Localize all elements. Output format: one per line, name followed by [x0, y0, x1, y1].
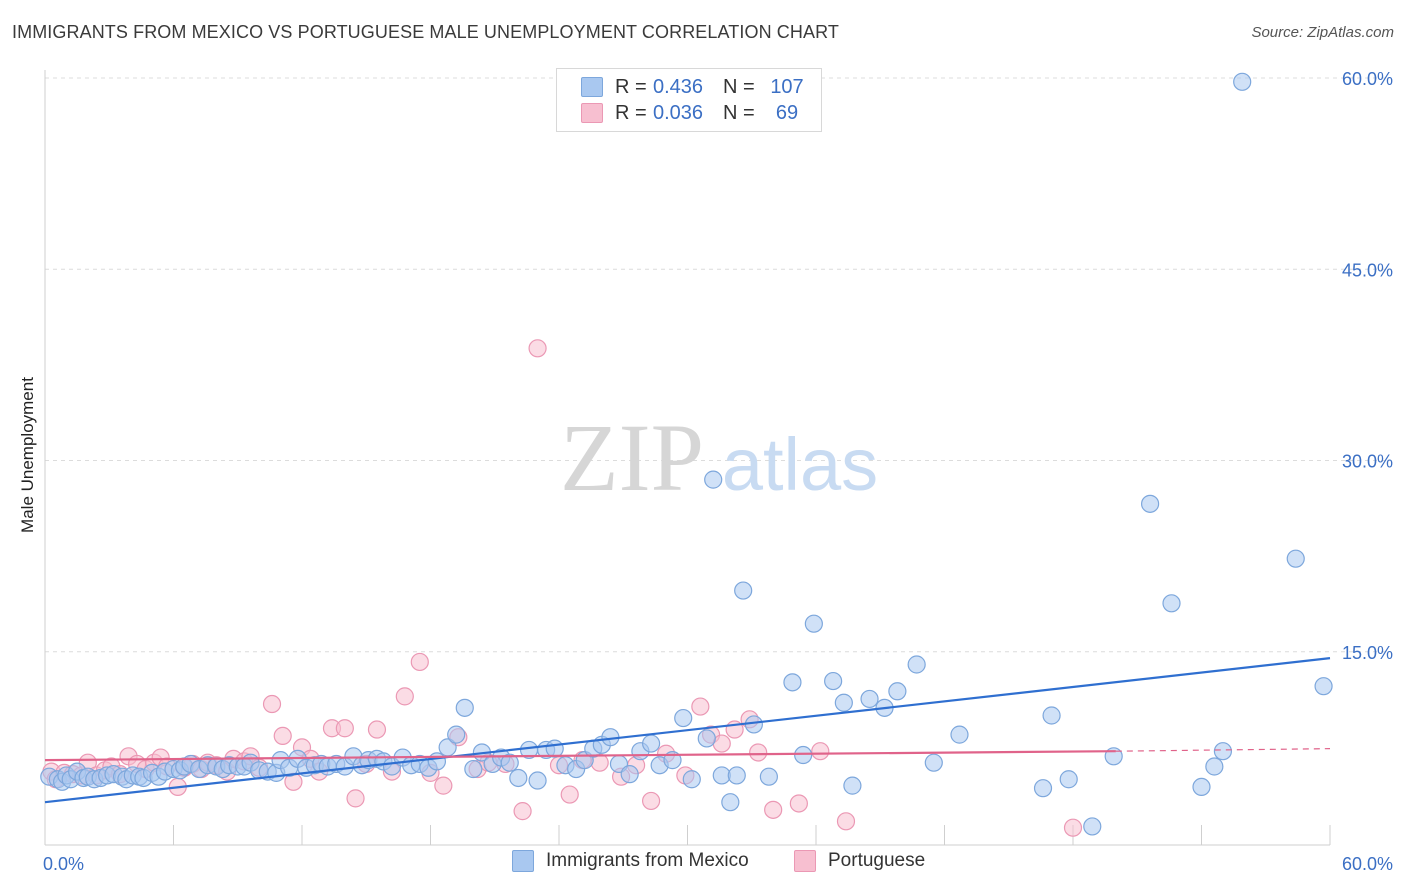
portuguese-point	[749, 743, 768, 762]
series-legend: Immigrants from Mexico Portuguese	[0, 850, 1406, 878]
mexico-point	[697, 729, 716, 748]
mexico-point	[1205, 757, 1224, 776]
mexico-point	[641, 734, 661, 753]
mexico-point	[843, 776, 862, 795]
legend-label: Portuguese	[828, 850, 926, 871]
portuguese-point	[367, 720, 387, 739]
mexico-point	[455, 698, 474, 717]
mexico-point	[924, 753, 943, 772]
chart-title: IMMIGRANTS FROM MEXICO VS PORTUGUESE MAL…	[12, 22, 839, 42]
mexico-point	[620, 765, 639, 784]
mexico-point	[834, 693, 853, 712]
legend-swatch-blue	[512, 850, 534, 872]
watermark-zip: ZIP	[560, 404, 704, 511]
tick-labels: 15.0% 30.0% 45.0% 60.0% 0.0% 60.0%	[43, 69, 1393, 874]
y-tick-label: 15.0%	[1342, 643, 1393, 663]
legend-swatch-blue	[581, 77, 603, 97]
portuguese-point	[789, 794, 808, 813]
mexico-points	[40, 72, 1333, 836]
portuguese-point	[560, 785, 579, 804]
n-value: 69	[775, 101, 799, 124]
mexico-point	[950, 725, 969, 744]
y-tick-label: 60.0%	[1342, 69, 1393, 89]
n-label: N =	[723, 101, 755, 124]
mexico-point	[1059, 770, 1078, 789]
portuguese-point	[273, 726, 292, 746]
mexico-point	[1033, 779, 1053, 798]
mexico-point	[1286, 549, 1305, 568]
portuguese-point	[262, 694, 282, 714]
legend-row-mexico: R = 0.436 N = 107	[581, 75, 807, 99]
portuguese-point	[346, 789, 365, 808]
portuguese-point	[764, 800, 783, 819]
portuguese-point	[641, 791, 661, 811]
mexico-point	[704, 470, 723, 489]
mexico-trend-line	[44, 657, 1331, 804]
mexico-point	[1042, 706, 1061, 725]
mexico-point	[888, 682, 907, 701]
legend-label: Immigrants from Mexico	[546, 850, 749, 871]
mexico-point	[1083, 817, 1102, 836]
grid	[45, 77, 1390, 653]
r-value: 0.036	[653, 101, 704, 124]
mexico-point	[860, 689, 879, 709]
mexico-point	[500, 753, 519, 772]
portuguese-point	[1063, 818, 1083, 837]
mexico-point	[794, 745, 813, 765]
x-tick-label: 60.0%	[1342, 854, 1393, 874]
watermark: ZIP atlas	[560, 404, 878, 511]
portuguese-point	[395, 687, 414, 706]
mexico-point	[804, 614, 823, 633]
portuguese-point	[691, 697, 710, 716]
mexico-point	[509, 768, 528, 788]
mexico-point	[1162, 594, 1181, 613]
correlation-legend: R = 0.436 N = 107 R = 0.036 N = 69	[556, 68, 822, 132]
n-label: N =	[723, 75, 755, 98]
y-tick-label: 30.0%	[1342, 452, 1393, 472]
mexico-point	[721, 793, 740, 812]
portuguese-trend-extension	[1115, 748, 1331, 752]
mexico-point	[545, 739, 564, 758]
mexico-point	[528, 771, 547, 790]
source-label: Source: ZipAtlas.com	[1251, 24, 1394, 41]
r-label: R =	[615, 101, 647, 124]
portuguese-point	[811, 742, 830, 761]
mexico-point	[447, 725, 466, 744]
mexico-point	[674, 708, 693, 728]
legend-item-mexico[interactable]: Immigrants from Mexico	[512, 850, 749, 872]
r-label: R =	[615, 75, 647, 98]
mexico-point	[1233, 72, 1252, 91]
mexico-point	[682, 770, 701, 789]
legend-item-portuguese[interactable]: Portuguese	[794, 850, 925, 872]
portuguese-point	[335, 719, 354, 738]
portuguese-point	[434, 776, 453, 795]
mexico-point	[1314, 677, 1333, 696]
mexico-point	[759, 767, 778, 786]
portuguese-point	[528, 339, 547, 358]
y-tick-label: 45.0%	[1342, 260, 1393, 280]
mexico-point	[734, 581, 753, 600]
trend-lines	[44, 657, 1331, 804]
legend-row-portuguese: R = 0.036 N = 69	[581, 101, 807, 125]
mexico-point	[1192, 777, 1211, 797]
mexico-point	[1213, 742, 1233, 761]
mexico-point	[427, 752, 447, 771]
portuguese-point	[836, 812, 856, 831]
r-value: 0.436	[653, 75, 704, 98]
mexico-point	[1140, 494, 1160, 513]
mexico-point	[907, 655, 926, 674]
portuguese-point	[410, 652, 429, 672]
portuguese-point	[513, 802, 532, 821]
watermark-atlas: atlas	[722, 423, 878, 506]
portuguese-trend-line	[44, 750, 1116, 762]
mexico-point	[783, 673, 802, 692]
mexico-point	[824, 671, 843, 691]
mexico-point	[727, 766, 746, 785]
n-value: 107	[770, 75, 804, 98]
mexico-point	[464, 759, 483, 779]
legend-swatch-pink	[581, 103, 603, 123]
x-tick-label: 0.0%	[43, 854, 84, 874]
legend-swatch-pink	[794, 850, 816, 872]
